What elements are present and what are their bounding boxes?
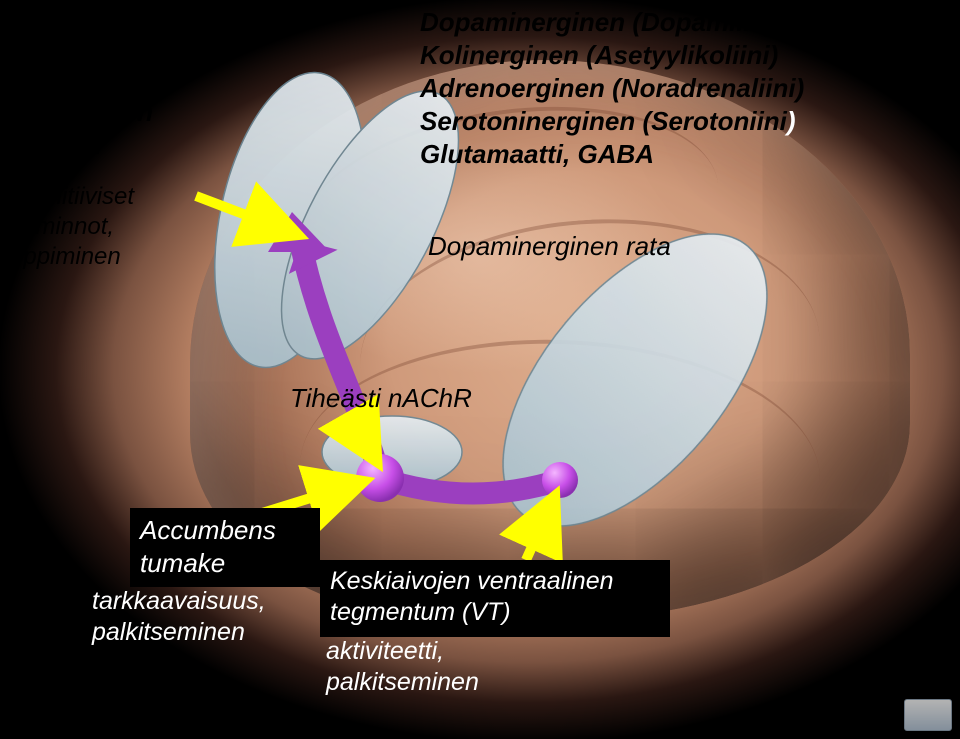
nt-line-3-paren: )	[787, 106, 796, 136]
cortex-label: Aivokuoren etuosa:	[10, 96, 153, 161]
vt-sub2: palkitseminen	[326, 668, 479, 696]
cortex-title-1: Aivokuoren	[10, 97, 153, 127]
vt-sub1: aktiviteetti,	[326, 637, 444, 665]
nt-line-2: Adrenoerginen (Noradrenaliini)	[420, 72, 804, 105]
vt-box: Keskiaivojen ventraalinen tegmentum (VT)	[320, 560, 670, 637]
vt-line1: Keskiaivojen ventraalinen	[330, 567, 614, 595]
corner-logo	[904, 699, 952, 731]
cortex-sublabel: kognitiiviset toiminnot, oppiminen	[10, 182, 134, 272]
dopaminergic-path-label: Dopaminerginen rata	[428, 230, 671, 263]
cortex-title-2: etuosa:	[10, 130, 102, 160]
cortex-sub-2: toiminnot,	[10, 213, 114, 240]
cortex-sub-3: oppiminen	[10, 243, 121, 270]
diagram-stage: Aivokuoren etuosa: kognitiiviset toiminn…	[0, 0, 960, 739]
nt-line-0: Dopaminerginen (Dopamiini)	[420, 6, 804, 39]
accumbens-sublabel: tarkkaavaisuus, palkitseminen	[92, 586, 266, 649]
nachr-label: Tiheästi nAChR	[290, 382, 472, 415]
neurotransmitter-list: Dopaminerginen (Dopamiini) Kolinerginen …	[420, 6, 804, 171]
vt-sublabel: aktiviteetti, palkitseminen	[326, 636, 479, 699]
accumbens-sub2: palkitseminen	[92, 618, 245, 646]
accumbens-box: Accumbens tumake	[130, 508, 320, 587]
accumbens-line1: Accumbens	[140, 515, 276, 545]
vt-line2: tegmentum (VT)	[330, 598, 511, 626]
accumbens-sub1: tarkkaavaisuus,	[92, 587, 266, 615]
accumbens-line2: tumake	[140, 548, 225, 578]
nt-line-3: Serotoninerginen (Serotoniini)	[420, 105, 804, 138]
nt-line-1: Kolinerginen (Asetyylikoliini)	[420, 39, 804, 72]
nt-line-3-text: Serotoninerginen (Serotoniini	[420, 106, 787, 136]
cortex-sub-1: kognitiiviset	[10, 183, 134, 210]
nt-line-4: Glutamaatti, GABA	[420, 138, 804, 171]
